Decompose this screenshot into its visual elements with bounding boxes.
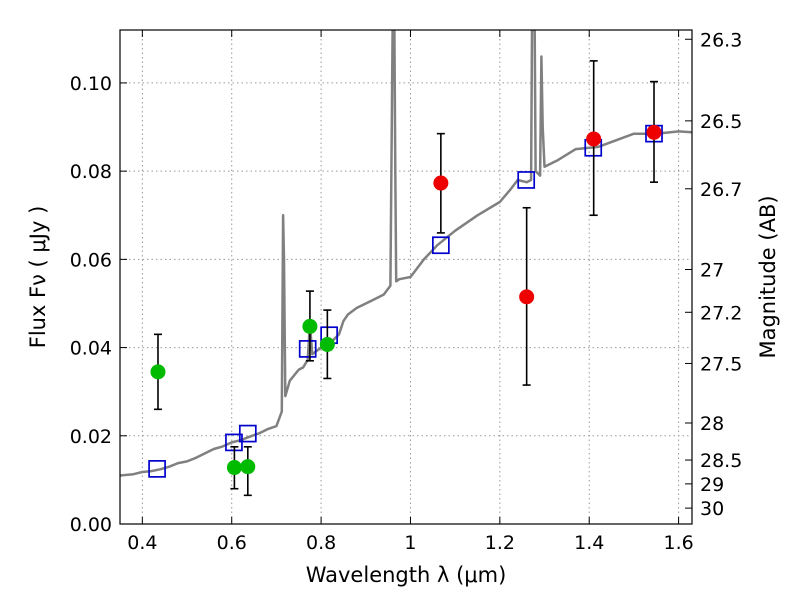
y-tick-label: 0.04: [70, 338, 112, 360]
x-tick-label: 0.8: [306, 532, 336, 554]
x-tick-label: 1.4: [574, 532, 604, 554]
model-square-marker: [298, 340, 317, 358]
photometry-point: [150, 364, 166, 380]
x-tick-label: 0.6: [217, 532, 247, 554]
x-tick-label: 1.2: [485, 532, 515, 554]
sed-line: [120, 30, 692, 477]
x-axis-label: Wavelength λ (μm): [306, 563, 507, 587]
y2-tick-label: 27.5: [700, 353, 742, 375]
y2-tick-label: 29: [700, 474, 724, 496]
photometry-point: [586, 131, 602, 147]
x-tick-label: 0.4: [127, 532, 157, 554]
y2-tick-label: 27.2: [700, 302, 742, 324]
y-tick-label: 0.06: [70, 249, 112, 271]
y2-tick-label: 30: [700, 498, 724, 520]
axes-layer: 0.4 0.6 0.8 1 1.2 1.4 1.6 0.00 0.02 0.04 0.06 0.08 0…: [70, 29, 743, 554]
y-tick-label: 0.10: [70, 73, 112, 95]
y2-tick-label: 26.3: [700, 29, 742, 51]
photometry-point: [302, 318, 318, 334]
y-tick-label: 0.02: [70, 426, 112, 448]
y2-tick-label: 28: [700, 413, 724, 435]
photometry-point: [319, 336, 335, 352]
model-square-marker: [432, 236, 450, 255]
model-square-marker: [148, 460, 166, 478]
y2-tick-label: 28.5: [700, 450, 742, 472]
y-tick-label: 0.00: [70, 514, 112, 536]
marker-layer: [148, 60, 663, 497]
photometry-point: [519, 289, 535, 305]
photometry-point: [433, 175, 449, 191]
model-square-marker: [238, 424, 257, 443]
photometry-point: [646, 124, 662, 140]
x-tick-label: 1: [404, 532, 416, 554]
plot-frame: [119, 29, 693, 525]
y-axis-label: Flux Fν ( μJy ): [26, 206, 50, 349]
y2-axis-label: Magnitude (AB): [756, 195, 780, 358]
model-square-marker: [517, 171, 536, 189]
photometry-point: [226, 460, 242, 476]
sed-curve-layer: [120, 30, 692, 477]
y2-tick-label: 26.7: [700, 179, 742, 201]
photometry-point: [240, 459, 256, 475]
y2-tick-label: 27: [700, 260, 724, 282]
y-tick-label: 0.08: [70, 161, 112, 183]
y2-tick-label: 26.5: [700, 111, 742, 133]
x-tick-label: 1.6: [663, 532, 693, 554]
